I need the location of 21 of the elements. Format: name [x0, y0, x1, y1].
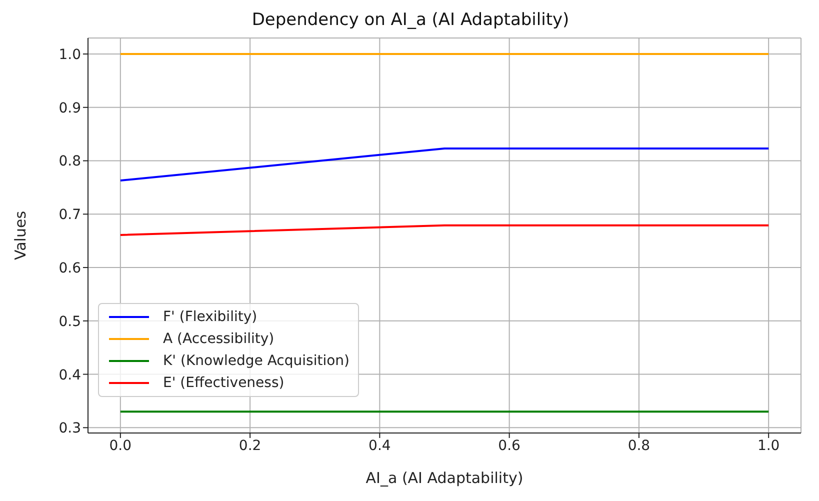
legend-label: A (Accessibility)	[163, 330, 274, 349]
x-tick-label: 1.0	[757, 438, 780, 454]
y-tick-label: 0.4	[58, 367, 82, 384]
y-tick-label: 0.7	[58, 207, 81, 224]
x-tick-label: 0.2	[238, 438, 262, 454]
x-axis-title: AI_a (AI Adaptability)	[366, 469, 524, 487]
legend-label: K' (Knowledge Acquisition)	[163, 352, 350, 371]
legend-label: E' (Effectiveness)	[163, 374, 284, 393]
x-tick-label: 0.8	[628, 438, 650, 454]
x-tick-label: 0.4	[368, 438, 391, 454]
legend-label: F' (Flexibility)	[163, 308, 258, 327]
x-tick-label: 0.6	[498, 438, 521, 454]
y-tick-label: 1.0	[58, 46, 81, 63]
y-tick-label: 0.6	[58, 260, 82, 276]
y-tick-label: 0.9	[58, 100, 81, 116]
chart-title: Dependency on AI_a (AI Adaptability)	[250, 10, 570, 30]
y-tick-label: 0.5	[58, 314, 81, 330]
y-axis-title: Values	[11, 210, 30, 260]
y-tick-label: 0.8	[58, 154, 81, 170]
x-tick-label: 0.0	[109, 438, 132, 454]
y-tick-label: 0.3	[58, 420, 81, 437]
